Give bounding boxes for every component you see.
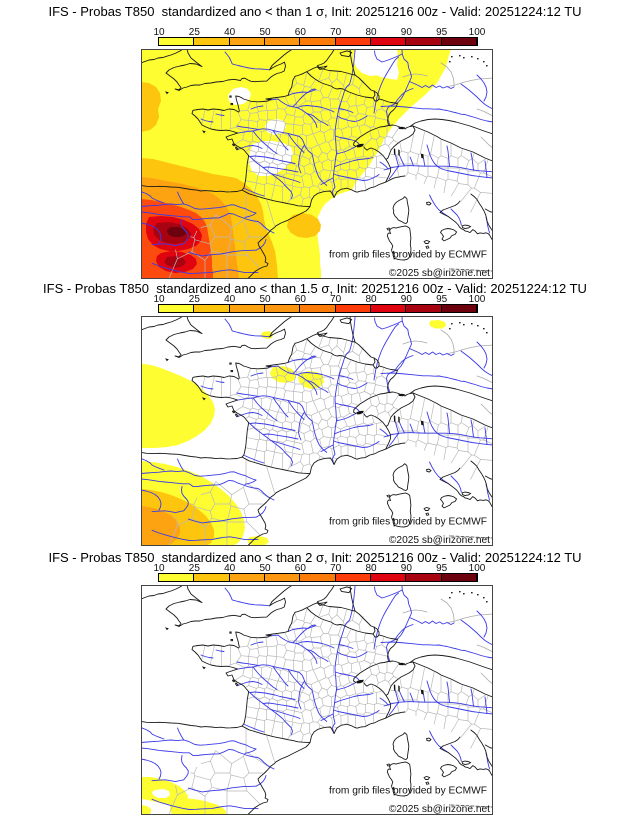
svg-text:from grib files provided by EC: from grib files provided by ECMWF — [329, 250, 487, 261]
svg-text:©2025 sb@irizone.net: ©2025 sb@irizone.net — [389, 804, 490, 815]
svg-text:©2025 sb@irizone.net: ©2025 sb@irizone.net — [389, 268, 490, 279]
svg-text:from grib files provided by EC: from grib files provided by ECMWF — [329, 786, 487, 797]
svg-text:from grib files provided by EC: from grib files provided by ECMWF — [329, 517, 487, 528]
svg-text:©2025 sb@irizone.net: ©2025 sb@irizone.net — [389, 535, 490, 546]
